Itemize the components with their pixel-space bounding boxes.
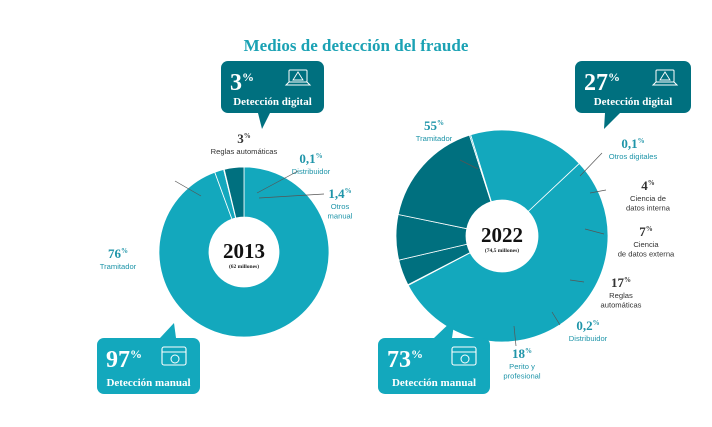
label-2013-tramitador-value: 76% — [108, 246, 128, 261]
leader-line-3 — [579, 152, 603, 177]
slice-2022-6 — [470, 129, 580, 212]
center-subtitle-2022: (74,5 millones) — [485, 247, 519, 254]
document-check-icon-frame — [161, 346, 187, 366]
donut-2022: 2022(74,5 millones) — [395, 129, 609, 343]
label-2022-perito-label-1: profesional — [503, 372, 540, 381]
leader-line-8 — [513, 325, 517, 347]
label-2022-interna-value: 4% — [641, 178, 655, 193]
label-2022-externa-value: 7% — [639, 224, 653, 239]
label-2013-otros-label-1: manual — [328, 212, 353, 221]
center-subtitle-2013: (62 millones) — [229, 263, 259, 270]
laptop-alert-icon-base — [651, 81, 679, 86]
label-2022-externa-label-1: de datos externa — [618, 250, 675, 259]
leader-line-0 — [174, 180, 202, 197]
leader-line-2 — [258, 193, 325, 199]
label-2022-distribuidor-value: 0,2% — [576, 318, 599, 333]
callout-2013-digital-box — [221, 61, 324, 113]
label-2022-interna-label-1: datos interna — [626, 204, 671, 213]
label-2022-interna-label-0: Ciencia de — [630, 194, 666, 203]
document-check-icon-seal — [460, 354, 470, 364]
callout-2013-digital-tail — [258, 113, 270, 129]
callout-2022-digital-label: Detección digital — [594, 96, 673, 108]
callout-2013-digital-label: Detección digital — [233, 96, 312, 108]
slice-2022-4 — [397, 134, 492, 230]
laptop-alert-icon-base — [284, 81, 312, 86]
label-2022-externa-label-0: Ciencia — [633, 240, 659, 249]
callout-2022-digital-box — [575, 61, 691, 113]
callout-2013-manual-value: 97% — [106, 347, 142, 373]
laptop-alert-icon-alert — [292, 71, 304, 81]
callout-2013-digital: 3%Detección digital — [221, 61, 324, 129]
callout-2013-manual-tail — [160, 323, 176, 338]
center-year-2022: 2022 — [481, 223, 523, 247]
leader-line-6 — [569, 279, 585, 283]
chart-title: Medios de detección del fraude — [244, 36, 469, 55]
callout-2022-digital-tail — [604, 113, 620, 129]
callout-2013-manual: 97% Detección manual — [97, 323, 200, 394]
leader-line-7 — [551, 311, 561, 326]
leader-line-9 — [459, 159, 479, 170]
document-check-icon — [161, 346, 187, 366]
leader-line-5 — [584, 228, 605, 235]
leader-line-4 — [589, 189, 607, 194]
label-2022-otros-label-0: Otros digitales — [609, 152, 658, 161]
label-2022-tramitador-label-0: Tramitador — [416, 134, 453, 143]
slice-2013-3 — [223, 166, 245, 219]
callout-2022-digital-value: 27% — [584, 70, 620, 96]
label-2022-reglas-label-1: automáticas — [601, 301, 642, 310]
label-2022-otros-value: 0,1% — [621, 136, 644, 151]
callout-2022-digital: 27%Detección digital — [575, 61, 691, 129]
label-2013-reglas-label-0: Reglas automáticas — [211, 147, 278, 156]
label-2013-distribuidor-label-0: Distribuidor — [292, 167, 331, 176]
label-2022-perito-value: 18% — [512, 346, 532, 361]
label-2022-tramitador-value: 55% — [424, 118, 444, 133]
center-year-2013: 2013 — [223, 239, 265, 263]
label-2013-reglas-value: 3% — [237, 131, 251, 146]
label-2022-reglas-label-0: Reglas — [609, 291, 633, 300]
callout-2013-manual-label: Detección manual — [106, 377, 190, 389]
callout-2022-manual-label: Detección manual — [392, 377, 476, 389]
laptop-alert-icon-alert — [659, 71, 671, 81]
label-2013-otros-label-0: Otros — [331, 202, 350, 211]
laptop-alert-icon — [651, 69, 679, 86]
slice-2013-0 — [158, 166, 330, 338]
label-2022-distribuidor-label-0: Distribuidor — [569, 334, 608, 343]
laptop-alert-icon — [284, 69, 312, 86]
document-check-icon — [451, 346, 477, 366]
callout-2022-manual-tail — [434, 318, 455, 338]
document-check-icon-frame — [451, 346, 477, 366]
document-check-icon-seal — [170, 354, 180, 364]
leader-line-1 — [256, 170, 299, 194]
label-2013-distribuidor-value: 0,1% — [299, 151, 322, 166]
label-2022-reglas-value: 17% — [611, 275, 631, 290]
label-2013-tramitador-label-0: Tramitador — [100, 262, 137, 271]
donut-2013: 2013(62 millones) — [158, 166, 330, 338]
label-2022-perito-label-0: Perito y — [509, 362, 535, 371]
label-2013-otros-value: 1,4% — [328, 186, 351, 201]
